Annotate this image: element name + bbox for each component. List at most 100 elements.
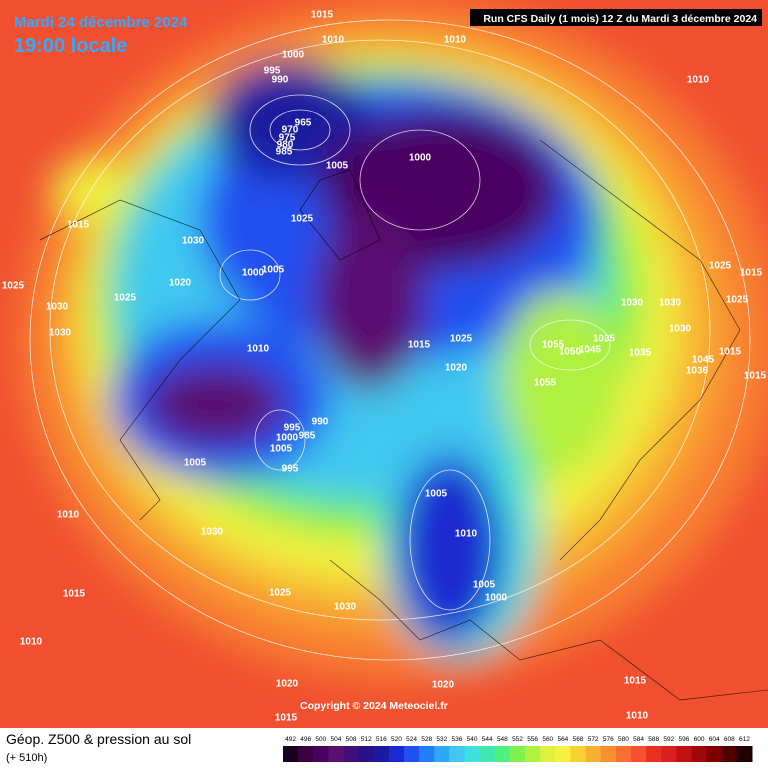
isobar-label: 1010: [57, 510, 80, 521]
isobar-label: 1055: [542, 340, 565, 351]
isobar-label: 1000: [485, 593, 508, 604]
colorbar-label: 572: [588, 736, 599, 743]
colorbar-swatch: [646, 746, 662, 762]
colorbar-swatch: [630, 746, 647, 762]
colorbar-swatch: [313, 746, 329, 762]
colorbar-label: 500: [315, 736, 326, 743]
geopotential-field: [0, 0, 768, 728]
colorbar-swatch: [615, 746, 632, 762]
isobar-label: 1015: [63, 589, 86, 600]
colorbar-label: 564: [557, 736, 568, 743]
colorbar-label: 532: [436, 736, 447, 743]
isobar-label: 965: [295, 118, 312, 129]
isobar-label: 1025: [709, 261, 732, 272]
colorbar-swatch: [706, 746, 723, 762]
colorbar-swatch: [283, 746, 299, 762]
colorbar-swatch: [419, 746, 435, 762]
copyright: Copyright © 2024 Meteociel.fr: [300, 700, 448, 712]
colorbar-swatch: [373, 746, 390, 762]
colorbar-label: 540: [467, 736, 478, 743]
isobar-label: 1005: [184, 458, 207, 469]
colorbar-label: 520: [391, 736, 402, 743]
isobar-label: 1015: [275, 713, 298, 724]
isobar-label: 1015: [408, 340, 431, 351]
run-info: Run CFS Daily (1 mois) 12 Z du Mardi 3 d…: [483, 13, 757, 25]
isobar-label: 1025: [2, 281, 25, 292]
isobar-label: 1025: [726, 295, 749, 306]
colorbar-label: 508: [346, 736, 357, 743]
isobar-label: 1005: [262, 265, 285, 276]
colorbar-label: 528: [421, 736, 432, 743]
isobar-label: 995: [282, 464, 299, 475]
isobar-label: 1045: [579, 345, 602, 356]
colorbar-label: 504: [331, 736, 342, 743]
isobar-label: 1030: [669, 324, 692, 335]
isobar-label: 1000: [242, 268, 265, 279]
isobar-label: 1020: [445, 363, 468, 374]
colorbar-swatch: [343, 746, 360, 762]
isobar-label: 1010: [247, 344, 270, 355]
isobar-label: 1025: [269, 588, 292, 599]
isobar-label: 1030: [621, 298, 644, 309]
lead-time: (+ 510h): [6, 752, 47, 764]
isobar-label: 1035: [629, 348, 652, 359]
isobar-label: 975: [279, 133, 296, 144]
isobar-label: 1030: [182, 236, 205, 247]
isobar-label: 1010: [322, 35, 345, 46]
colorbar-label: 512: [361, 736, 372, 743]
isobar-label: 1005: [270, 444, 293, 455]
colorbar-label: 604: [709, 736, 720, 743]
colorbar-swatch: [721, 746, 738, 762]
isobar-label: 980: [277, 140, 294, 151]
colorbar-label: 492: [285, 736, 296, 743]
isobar-label: 1020: [169, 278, 192, 289]
colorbar-label: 592: [663, 736, 674, 743]
isobar-label: 1010: [626, 711, 649, 722]
colorbar-swatch: [676, 746, 692, 762]
isobar-label: 1020: [276, 679, 299, 690]
colorbar-swatch: [570, 746, 587, 762]
isobar-label: 1030: [201, 527, 224, 538]
colorbar-swatch: [736, 746, 753, 762]
isobar-label: 1015: [740, 268, 763, 279]
isobar-label: 1000: [276, 433, 299, 444]
isobar-label: 1005: [425, 489, 448, 500]
isobar-label: 1050: [559, 347, 582, 358]
colorbar-label: 496: [300, 736, 311, 743]
colorbar-swatch: [298, 746, 314, 762]
colorbar-label: 544: [482, 736, 493, 743]
isobar-label: 985: [299, 431, 316, 442]
isobar-label: 1030: [46, 302, 69, 313]
colorbar-label: 580: [618, 736, 629, 743]
isobar-label: 995: [284, 423, 301, 434]
colorbar-swatch: [555, 746, 571, 762]
date: Mardi 24 décembre 2024: [14, 14, 188, 31]
isobar-label: 1036: [686, 366, 709, 377]
colorbar-swatch: [585, 746, 602, 762]
colorbar-label: 552: [512, 736, 523, 743]
colorbar-label: 548: [497, 736, 508, 743]
colorbar-label: 576: [603, 736, 614, 743]
legend-title: Géop. Z500 & pression au sol: [6, 731, 191, 747]
isobar-label: 1015: [624, 676, 647, 687]
colorbar-label: 568: [573, 736, 584, 743]
isobar-label: 1055: [534, 378, 557, 389]
colorbar-swatch: [464, 746, 481, 762]
isobar-label: 1010: [687, 75, 710, 86]
colorbar-label: 596: [678, 736, 689, 743]
isobar-label: 970: [282, 125, 299, 136]
colorbar-label: 524: [406, 736, 417, 743]
isobar-label: 1045: [692, 355, 715, 366]
isobar-label: 1025: [291, 214, 314, 225]
isobar-label: 1005: [326, 161, 349, 172]
colorbar-label: 612: [739, 736, 750, 743]
colorbar-swatch: [509, 746, 526, 762]
colorbar-label: 560: [542, 736, 553, 743]
isobar-label: 1000: [282, 50, 305, 61]
isobar-label: 1035: [593, 334, 616, 345]
colorbar-swatch: [449, 746, 466, 762]
colorbar-swatch: [525, 746, 541, 762]
isobar-label: 1015: [67, 220, 90, 231]
colorbar-label: 600: [694, 736, 705, 743]
